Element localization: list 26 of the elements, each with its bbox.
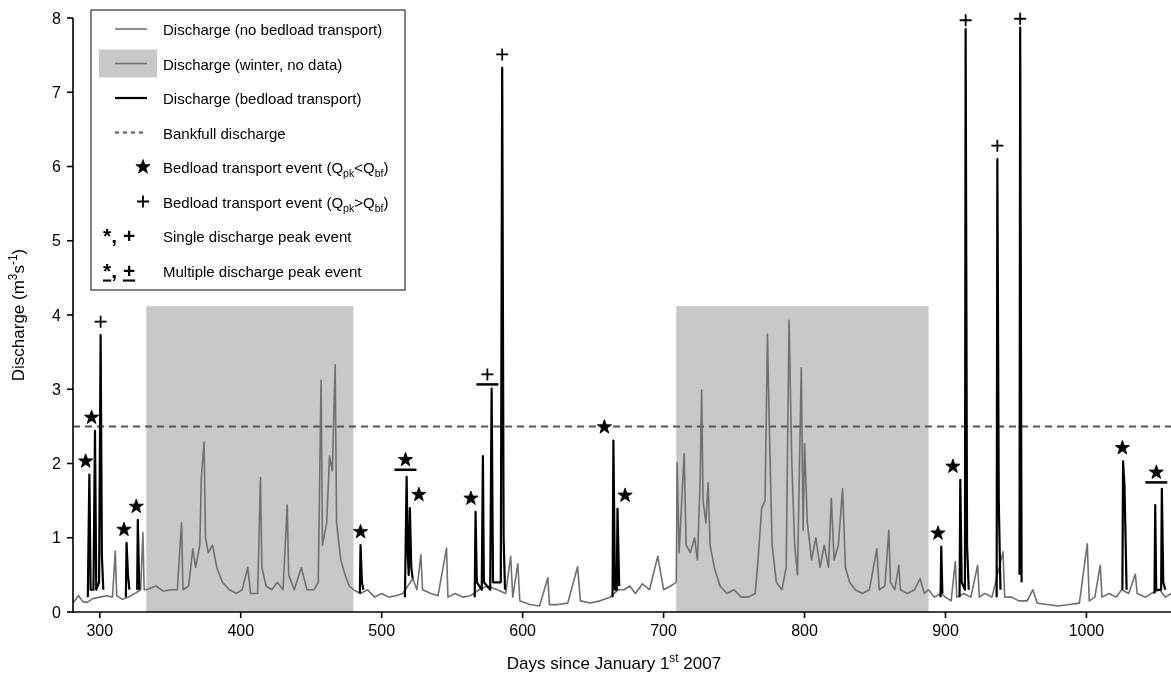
x-tick-label: 900: [932, 622, 959, 639]
y-tick-label: 5: [52, 232, 62, 250]
x-axis-title: Days since January 1$^{st}$ 2007: [506, 651, 722, 673]
y-tick-label: 2: [52, 455, 62, 472]
y-tick-label: 1: [52, 529, 62, 547]
x-tick-label: 500: [368, 622, 396, 639]
legend-label: Discharge (winter, no data): [163, 55, 343, 72]
y-tick-label: 8: [52, 9, 62, 27]
y-tick-label: 6: [52, 158, 62, 175]
y-tick-label: 4: [52, 306, 62, 324]
text: *, + Multiple discharge peak event: [103, 258, 362, 282]
y-tick-label: 7: [52, 83, 62, 101]
y-tick-label: 0: [52, 603, 62, 621]
x-tick-label: 700: [650, 622, 678, 639]
y-tick-label: 3: [52, 380, 62, 398]
legend-label: Bankfull discharge: [163, 124, 286, 141]
x-tick-label: 1000: [1068, 622, 1105, 639]
legend-label: Discharge (bedload transport): [163, 89, 362, 107]
x-tick-label: 300: [86, 622, 114, 639]
x-tick-label: 800: [791, 622, 818, 639]
x-tick-label: 600: [509, 622, 537, 639]
x-tick-label: 400: [227, 622, 255, 639]
legend-label: Bedload transport event (Q$_{pk}$>Q$_{bf}$): [163, 193, 389, 214]
text: *, + Single discharge peak event: [103, 224, 352, 247]
legend-label: Discharge (no bedload transport): [163, 20, 383, 38]
legend-label: Bedload transport event (Q$_{pk}$<Q$_{bf}$): [163, 158, 389, 179]
